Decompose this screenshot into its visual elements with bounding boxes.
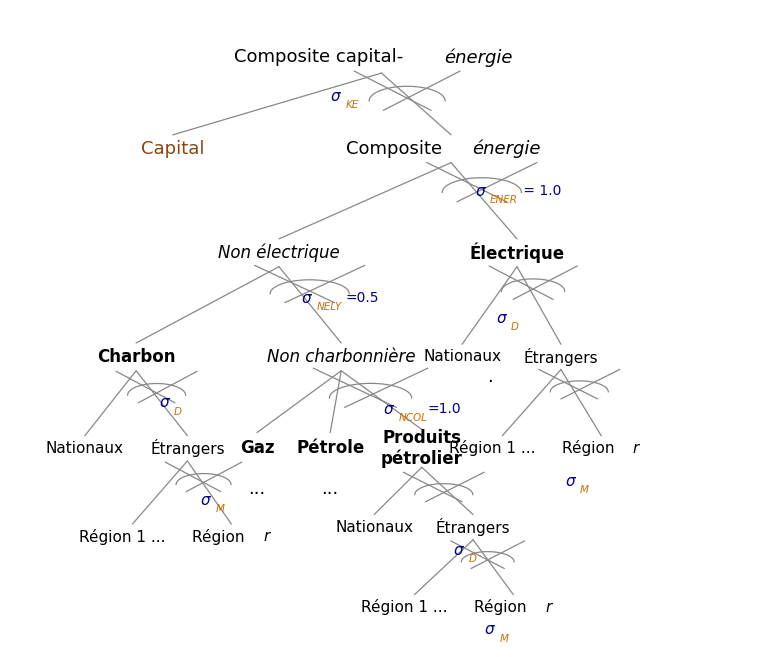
Text: Région 1 ...: Région 1 ... bbox=[361, 599, 447, 615]
Text: $\sigma$: $\sigma$ bbox=[475, 183, 487, 198]
Text: r: r bbox=[263, 529, 269, 544]
Text: Nationaux: Nationaux bbox=[423, 350, 501, 365]
Text: ...: ... bbox=[248, 480, 266, 498]
Text: M: M bbox=[580, 485, 589, 495]
Text: r: r bbox=[545, 600, 551, 615]
Text: NCOL: NCOL bbox=[398, 413, 427, 423]
Text: .: . bbox=[487, 368, 493, 386]
Text: Gaz: Gaz bbox=[240, 440, 274, 457]
Text: Région: Région bbox=[562, 440, 620, 457]
Text: Nationaux: Nationaux bbox=[46, 441, 124, 456]
Text: = 1.0: = 1.0 bbox=[519, 184, 562, 198]
Text: Étrangers: Étrangers bbox=[436, 518, 510, 536]
Text: Région 1 ...: Région 1 ... bbox=[449, 440, 536, 457]
Text: $\sigma$: $\sigma$ bbox=[330, 89, 343, 104]
Text: r: r bbox=[633, 441, 639, 456]
Text: $\sigma$: $\sigma$ bbox=[484, 622, 496, 637]
Text: D: D bbox=[174, 407, 182, 417]
Text: M: M bbox=[500, 634, 508, 644]
Text: Nationaux: Nationaux bbox=[335, 520, 414, 535]
Text: Produits
pétrolier: Produits pétrolier bbox=[381, 428, 462, 468]
Text: énergie: énergie bbox=[444, 48, 513, 66]
Text: Pétrole: Pétrole bbox=[296, 440, 365, 457]
Text: Région 1 ...: Région 1 ... bbox=[79, 529, 166, 545]
Text: $\sigma$: $\sigma$ bbox=[301, 291, 313, 306]
Text: =1.0: =1.0 bbox=[427, 402, 462, 417]
Text: KE: KE bbox=[346, 101, 359, 110]
Text: Étrangers: Étrangers bbox=[150, 440, 225, 457]
Text: $\sigma$: $\sigma$ bbox=[496, 311, 508, 326]
Text: D: D bbox=[468, 555, 477, 564]
Text: Étrangers: Étrangers bbox=[523, 348, 598, 366]
Text: $\sigma$: $\sigma$ bbox=[383, 401, 395, 417]
Text: énergie: énergie bbox=[472, 139, 540, 158]
Text: Non électrique: Non électrique bbox=[218, 244, 340, 262]
Text: D: D bbox=[511, 322, 519, 332]
Text: =0.5: =0.5 bbox=[346, 291, 379, 306]
Text: Capital: Capital bbox=[141, 140, 204, 158]
Text: $\sigma$: $\sigma$ bbox=[453, 543, 465, 558]
Text: $\sigma$: $\sigma$ bbox=[565, 474, 577, 489]
Text: M: M bbox=[215, 504, 224, 514]
Text: Composite: Composite bbox=[346, 140, 447, 158]
Text: Région: Région bbox=[192, 529, 250, 545]
Text: Charbon: Charbon bbox=[97, 348, 175, 366]
Text: Non charbonnière: Non charbonnière bbox=[267, 348, 416, 366]
Text: Électrique: Électrique bbox=[469, 242, 565, 263]
Text: ENER: ENER bbox=[490, 195, 518, 205]
Text: Composite capital-: Composite capital- bbox=[234, 49, 404, 66]
Text: ...: ... bbox=[321, 480, 339, 498]
Text: NELY: NELY bbox=[317, 302, 342, 312]
Text: Région: Région bbox=[474, 599, 531, 615]
Text: $\sigma$: $\sigma$ bbox=[159, 396, 171, 411]
Text: $\sigma$: $\sigma$ bbox=[200, 493, 212, 508]
